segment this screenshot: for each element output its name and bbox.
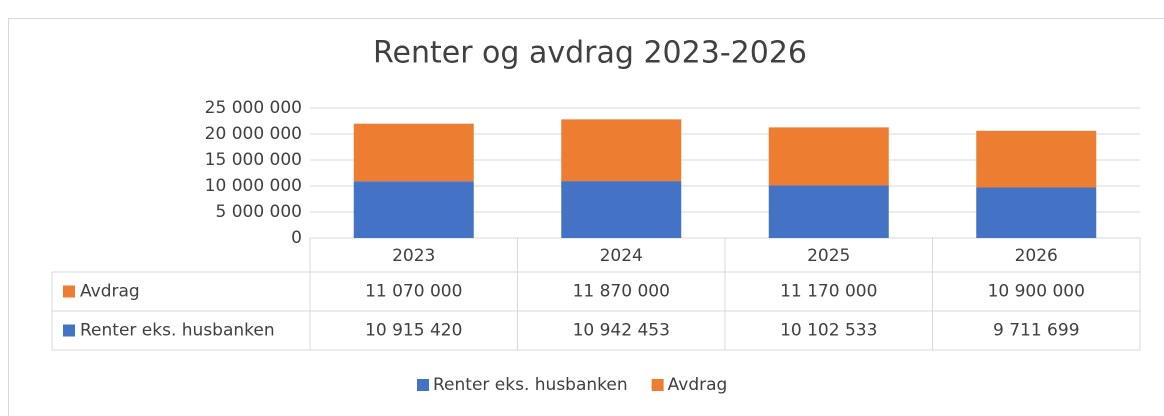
bar-segment [768, 185, 889, 238]
bar-segment [768, 127, 889, 186]
bar-segment [353, 123, 474, 182]
y-tick-label: 15 000 000 [205, 150, 302, 170]
legend-key [417, 379, 429, 391]
y-tick-label: 0 [291, 228, 302, 248]
chart-title: Renter og avdrag 2023-2026 [373, 36, 807, 71]
table-cell: 9 711 699 [993, 321, 1080, 341]
table-cell: 11 870 000 [573, 282, 670, 302]
table-row-label: Avdrag [80, 282, 140, 302]
legend-label: Avdrag [668, 375, 728, 395]
x-tick-label: 2023 [392, 246, 435, 266]
bar-segment [353, 181, 474, 238]
table-cell: 11 170 000 [780, 282, 877, 302]
x-tick-label: 2025 [807, 246, 850, 266]
table-row-label: Renter eks. husbanken [80, 321, 275, 341]
y-tick-label: 20 000 000 [205, 124, 302, 144]
y-tick-label: 5 000 000 [215, 202, 302, 222]
table-legend-key [63, 324, 75, 337]
y-tick-label: 10 000 000 [205, 176, 302, 196]
legend-label: Renter eks. husbanken [433, 375, 628, 395]
x-tick-label: 2026 [1015, 246, 1058, 266]
bar-segment [561, 119, 682, 182]
bar-segment [976, 130, 1097, 188]
table-cell: 10 102 533 [780, 321, 877, 341]
table-cell: 11 070 000 [365, 282, 462, 302]
bar-segment [976, 187, 1097, 238]
table-cell: 10 915 420 [365, 321, 462, 341]
y-tick-label: 25 000 000 [205, 98, 302, 118]
bar-segment [561, 181, 682, 238]
legend-key [651, 379, 664, 391]
table-cell: 10 942 453 [573, 321, 670, 341]
table-legend-key [63, 285, 75, 298]
x-tick-label: 2024 [600, 246, 643, 266]
table-cell: 10 900 000 [988, 282, 1085, 302]
